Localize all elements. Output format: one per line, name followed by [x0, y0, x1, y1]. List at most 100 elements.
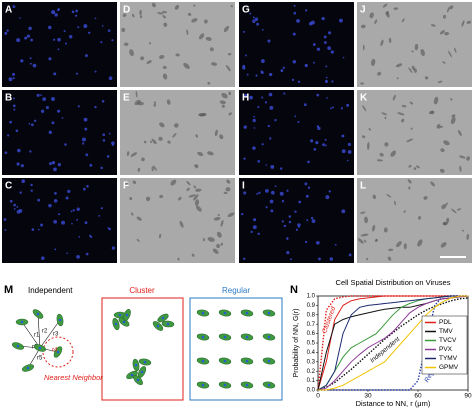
micrograph — [239, 2, 354, 87]
nucleus — [36, 93, 40, 97]
nucleus — [270, 209, 274, 213]
nucleus — [67, 189, 71, 194]
cell — [395, 241, 402, 248]
nucleus — [297, 120, 300, 124]
nucleus — [118, 313, 122, 317]
nucleus — [48, 57, 52, 61]
cell — [380, 39, 384, 47]
nucleus — [111, 39, 114, 42]
cell — [193, 194, 199, 201]
nucleus — [48, 203, 52, 208]
nucleus — [75, 9, 79, 13]
x-tick-label: 30 — [364, 393, 372, 400]
nucleus — [279, 191, 284, 196]
cell — [360, 233, 369, 237]
cell — [220, 242, 224, 246]
series-line — [317, 295, 468, 391]
micrograph — [357, 2, 472, 87]
nucleus — [30, 189, 33, 192]
cell — [179, 220, 184, 228]
cell — [213, 216, 221, 221]
cell — [392, 94, 396, 101]
cell — [159, 194, 164, 199]
cell — [439, 168, 445, 173]
cell — [363, 239, 367, 243]
cell — [126, 151, 130, 157]
cell — [162, 73, 168, 80]
nucleus — [260, 71, 264, 75]
cell — [374, 19, 378, 24]
cell — [151, 2, 156, 8]
nucleus — [325, 195, 330, 200]
nucleus — [100, 207, 103, 210]
nucleus — [252, 218, 257, 222]
nucleus — [26, 366, 30, 370]
nucleus — [201, 383, 205, 387]
nucleus — [77, 26, 80, 29]
nucleus — [106, 155, 110, 158]
cell — [175, 53, 180, 57]
nucleus — [245, 54, 247, 57]
nucleus — [346, 103, 350, 107]
nucleus — [88, 31, 91, 35]
nucleus — [256, 22, 260, 26]
cell — [130, 212, 134, 216]
y-tick-label: 0.1 — [307, 378, 316, 384]
cell — [357, 238, 364, 244]
nucleus — [28, 26, 32, 31]
nucleus — [26, 34, 31, 38]
cell — [440, 148, 445, 153]
nucleus — [64, 143, 67, 146]
nucleus — [53, 72, 57, 76]
nucleus — [77, 105, 80, 108]
cell — [174, 4, 180, 10]
nucleus — [56, 8, 60, 12]
nucleus — [156, 324, 160, 328]
cell — [362, 44, 365, 51]
nucleus — [341, 149, 346, 154]
cell — [186, 181, 191, 186]
nucleus — [305, 9, 308, 12]
nucleus — [143, 360, 147, 364]
cell — [449, 5, 454, 10]
nucleus — [313, 148, 317, 151]
nucleus — [321, 16, 325, 21]
nucleus — [83, 117, 88, 122]
nucleus — [69, 35, 73, 39]
nucleus — [33, 119, 37, 123]
nucleus — [56, 350, 60, 354]
reference-curve — [317, 297, 469, 391]
nucleus — [323, 35, 327, 39]
nucleus — [253, 115, 255, 118]
nucleus — [252, 19, 256, 23]
cell — [132, 180, 137, 185]
nucleus — [32, 63, 37, 68]
nucleus — [86, 184, 89, 188]
cell — [466, 156, 470, 161]
nucleus — [303, 103, 307, 107]
y-tick-label: 0.4 — [307, 350, 316, 356]
nucleus — [83, 187, 86, 191]
cell — [401, 18, 405, 23]
nucleus — [20, 59, 24, 63]
cell — [195, 188, 202, 192]
nucleus — [268, 92, 273, 97]
cell — [451, 208, 457, 214]
cell — [413, 68, 417, 73]
nucleus — [347, 150, 352, 154]
cell — [418, 215, 422, 220]
nucleus — [256, 192, 259, 195]
nucleus — [223, 383, 227, 387]
cell — [401, 118, 405, 123]
cell — [163, 22, 168, 27]
nucleus — [16, 344, 20, 348]
nucleus — [304, 240, 308, 244]
cell — [132, 13, 135, 18]
cell — [216, 231, 222, 238]
nucleus — [252, 146, 256, 150]
cell — [198, 113, 206, 117]
cell — [376, 159, 384, 162]
y-tick-label: 0.6 — [307, 331, 316, 337]
nucleus — [75, 14, 78, 17]
cell — [217, 213, 220, 216]
